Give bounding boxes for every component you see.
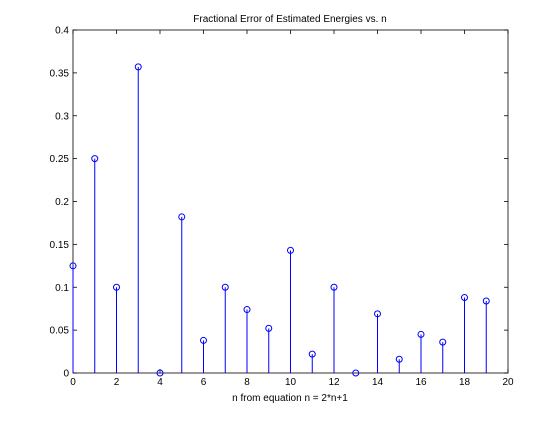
- x-tick-label: 10: [285, 377, 297, 388]
- y-axis-ticks: 0 0.05 0.1 0.15 0.2 0.25 0.3 0.35 0.4: [50, 26, 508, 380]
- stem-marker: [287, 246, 294, 254]
- x-axis-ticks: 0 2 4 6 8 10 12 14 16 18 20: [70, 30, 514, 388]
- stem-marker: [482, 297, 490, 305]
- y-tick-label: 0.05: [50, 326, 70, 337]
- stem-marker: [91, 155, 99, 163]
- stem-marker: [352, 369, 360, 377]
- y-tick-label: 0.3: [55, 111, 69, 122]
- y-tick-label: 0.1: [55, 283, 69, 294]
- x-tick-label: 6: [201, 377, 207, 388]
- x-tick-label: 4: [157, 377, 163, 388]
- x-tick-label: 0: [70, 377, 76, 388]
- chart-title: Fractional Error of Estimated Energies v…: [193, 14, 386, 25]
- y-tick-label: 0.35: [50, 68, 70, 79]
- stem-marker: [330, 283, 338, 291]
- y-tick-label: 0.2: [55, 197, 69, 208]
- x-tick-label: 8: [244, 377, 250, 388]
- stem-marker: [439, 338, 447, 346]
- stem-marker: [69, 262, 77, 270]
- stem-marker: [374, 310, 381, 318]
- x-axis-label: n from equation n = 2*n+1: [232, 393, 348, 404]
- x-tick-label: 16: [415, 377, 427, 388]
- x-tick-label: 14: [372, 377, 384, 388]
- stem-marker: [221, 283, 229, 291]
- stem-marker: [395, 355, 403, 363]
- stem-marker: [156, 369, 164, 377]
- stem-marker: [265, 324, 273, 332]
- y-tick-label: 0: [63, 369, 69, 380]
- x-tick-label: 12: [328, 377, 340, 388]
- stem-marker: [461, 294, 468, 302]
- y-tick-label: 0.4: [55, 26, 69, 37]
- stem-marker: [178, 213, 186, 221]
- stem-marker: [243, 306, 251, 314]
- y-tick-label: 0.15: [50, 240, 70, 251]
- stem-marker: [308, 350, 316, 358]
- stem-marker: [134, 63, 142, 71]
- x-tick-label: 2: [114, 377, 120, 388]
- x-tick-label: 20: [502, 377, 514, 388]
- stems: [72, 66, 487, 373]
- stem-marker: [113, 283, 120, 291]
- stem-marker: [200, 336, 207, 344]
- x-tick-label: 18: [459, 377, 471, 388]
- stem-marker: [417, 330, 425, 338]
- y-tick-label: 0.25: [50, 154, 70, 165]
- stem-markers: [69, 63, 490, 377]
